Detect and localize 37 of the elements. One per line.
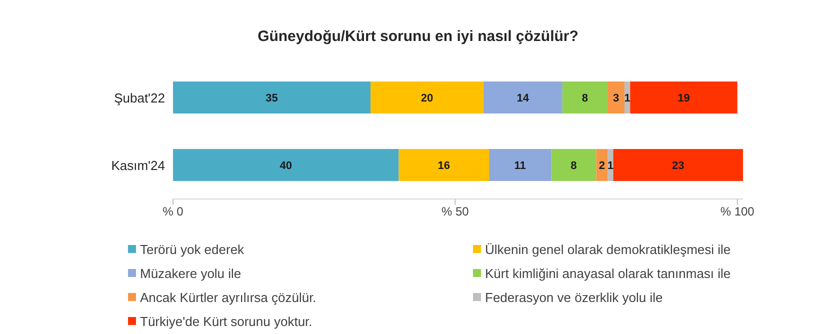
- bar: [173, 82, 371, 114]
- data-label: 35: [266, 92, 278, 104]
- bar: [551, 149, 596, 182]
- data-label: 1: [624, 92, 630, 104]
- bar: [608, 82, 624, 114]
- x-tick-label: % 50: [442, 204, 470, 219]
- data-label: 2: [598, 160, 605, 172]
- data-label: 11: [514, 160, 526, 172]
- data-label: 3: [612, 92, 620, 104]
- legend-label: Federasyon ve özerklik yolu ile: [485, 290, 663, 304]
- data-label: 8: [582, 92, 588, 104]
- legend-label: Ancak Kürtler ayrılırsa çözülür.: [140, 290, 316, 304]
- y-tick-label: Kasım'24: [111, 158, 165, 173]
- bar: [398, 149, 490, 182]
- data-label: 40: [280, 160, 292, 172]
- legend-label: Kürt kimliğini anayasal olarak tanınması ile: [485, 266, 731, 280]
- legend-label: Terörü yok ederek: [140, 242, 244, 256]
- data-label: 20: [420, 92, 434, 104]
- data-label: 14: [516, 92, 530, 104]
- chart-title: Güneydoğu/Kürt sorunu en iyi nasıl çözülür?: [256, 27, 580, 45]
- data-label: 8: [570, 160, 577, 172]
- x-tick-label: % 0: [162, 204, 184, 219]
- bar: [613, 149, 743, 182]
- bar: [630, 82, 738, 114]
- y-tick-label: Şubat'22: [114, 90, 165, 106]
- bar: [370, 82, 484, 114]
- data-label: 23: [672, 160, 684, 172]
- legend-label: Türkiye'de Kürt sorunu yoktur.: [140, 314, 312, 328]
- data-label: 16: [438, 160, 450, 172]
- bar: [483, 82, 562, 114]
- bar: [489, 149, 552, 182]
- bar: [173, 149, 399, 182]
- x-tick-label: % 100: [720, 204, 755, 219]
- data-label: 19: [678, 92, 690, 104]
- legend-label: Müzakere yolu ile: [140, 266, 242, 280]
- bar: [562, 82, 608, 114]
- legend-label: Ülkenin genel olarak demokratikleşmesi ile: [485, 242, 731, 256]
